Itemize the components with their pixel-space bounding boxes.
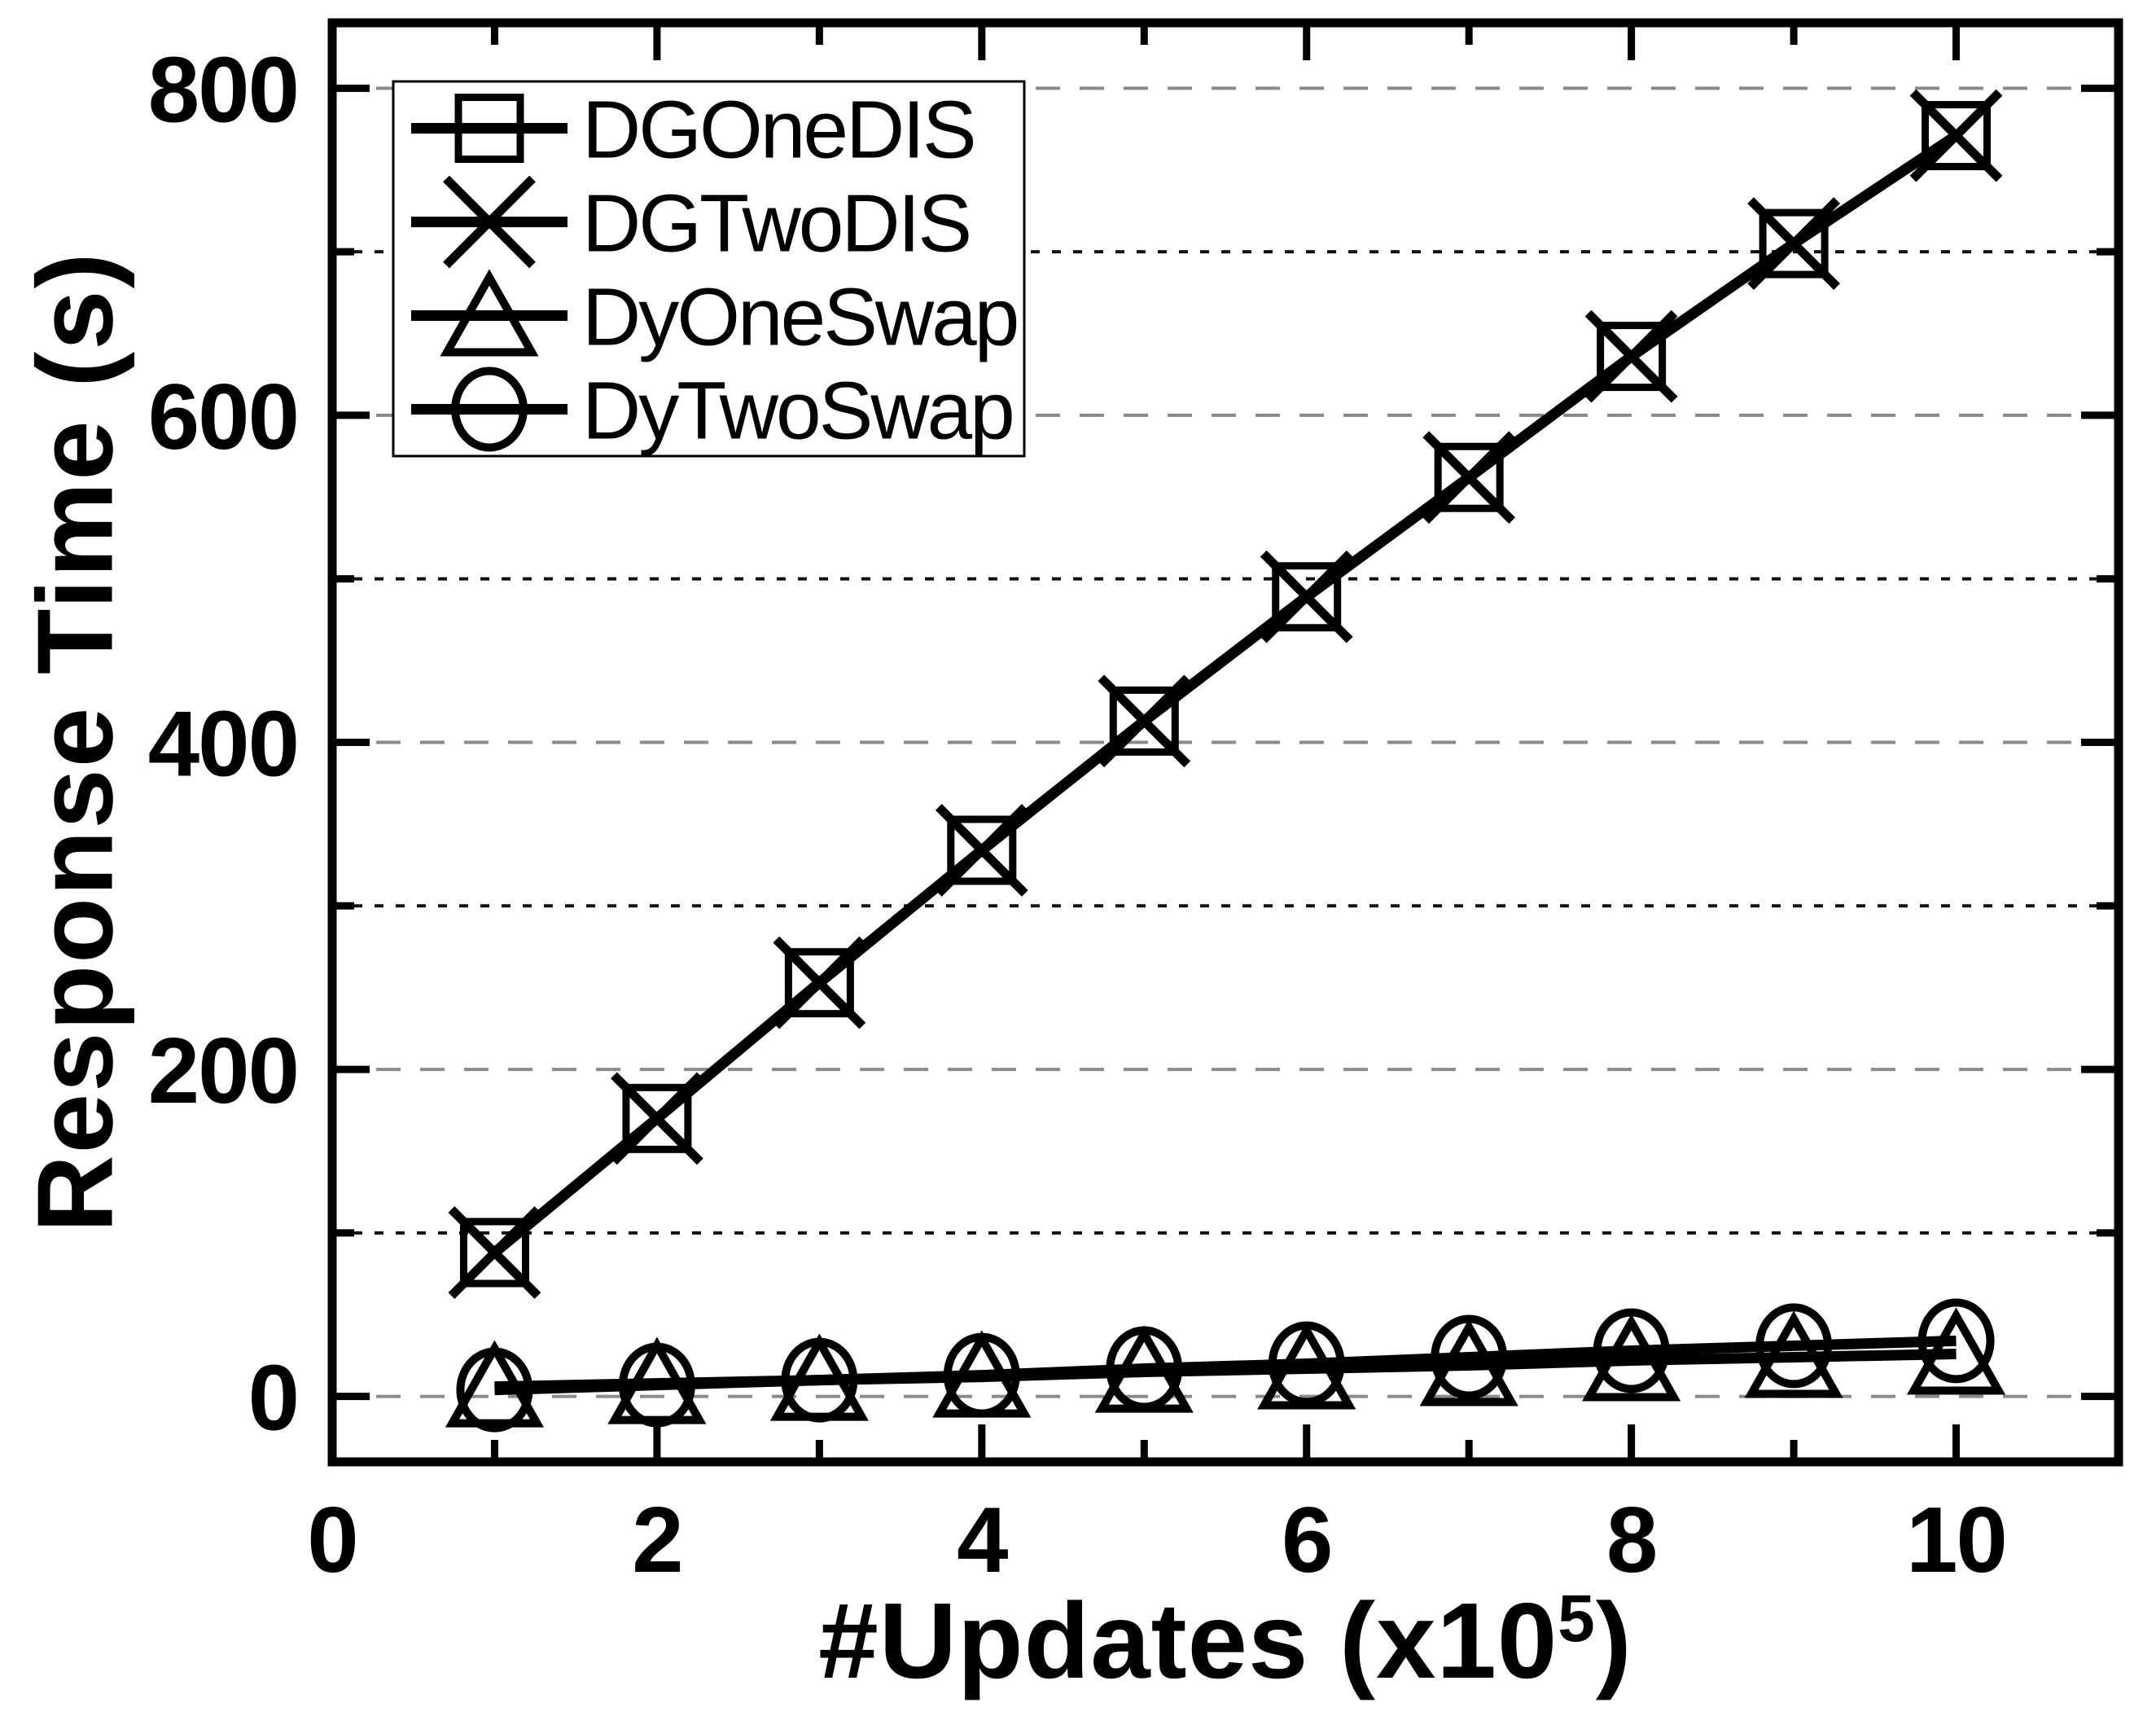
x-tick-label: 4	[957, 1489, 1008, 1592]
series-line-DyTwoSwap	[494, 1335, 1957, 1396]
marker-square-DGOneDIS	[1597, 322, 1667, 392]
marker-square-DGOneDIS	[622, 1083, 692, 1153]
marker-circle-DyTwoSwap	[456, 1347, 533, 1433]
x-axis-title-exponent: 5	[1558, 1582, 1596, 1656]
legend-marker-xcross-DGTwoDIS	[443, 175, 536, 269]
marker-square-DGOneDIS	[459, 1218, 529, 1288]
series-line-DGTwoDIS	[491, 131, 1960, 1257]
marker-circle-DyTwoSwap	[1431, 1314, 1508, 1400]
y-tick-label: 0	[248, 1347, 298, 1450]
x-tick-label: 0	[307, 1489, 357, 1592]
marker-xcross-DGTwoDIS	[1260, 550, 1353, 643]
marker-xcross-DGTwoDIS	[1584, 309, 1678, 403]
marker-xcross-DGTwoDIS	[1909, 89, 2003, 182]
marker-square-DGOneDIS	[1434, 442, 1504, 512]
y-tick-label: 800	[148, 38, 298, 142]
x-axis-title-text: #Updates (x10	[818, 1581, 1558, 1700]
marker-xcross-DGTwoDIS	[1747, 197, 1840, 290]
marker-circle-DyTwoSwap	[618, 1342, 695, 1428]
marker-circle-DyTwoSwap	[1917, 1298, 1995, 1384]
y-tick-label: 200	[148, 1020, 298, 1123]
marker-square-DGOneDIS	[1109, 686, 1179, 756]
x-tick-label: 2	[632, 1489, 681, 1592]
legend-label-DyTwoSwap: DyTwoSwap	[582, 366, 1013, 457]
y-tick-label: 400	[148, 693, 298, 796]
marker-circle-DyTwoSwap	[943, 1332, 1020, 1418]
x-tick-label: 6	[1282, 1489, 1331, 1592]
x-tick-label: 8	[1606, 1489, 1656, 1592]
legend-marker-square-DGOneDIS	[454, 94, 524, 163]
marker-square-DGOneDIS	[1922, 101, 1992, 171]
legend-label-DyOneSwap: DyOneSwap	[582, 272, 1017, 363]
legend-label-DGOneDIS: DGOneDIS	[582, 85, 975, 176]
marker-square-DGOneDIS	[947, 815, 1017, 885]
y-axis-title-text: Response Time (s)	[15, 251, 135, 1233]
y-axis-title: Response Time (s)	[14, 251, 137, 1232]
marker-triangle-DyOneSwap	[1744, 1310, 1843, 1398]
marker-triangle-DyOneSwap	[1906, 1307, 2006, 1395]
legend-marker-circle-DyTwoSwap	[451, 366, 528, 452]
marker-circle-DyTwoSwap	[1755, 1303, 1833, 1389]
marker-square-DGOneDIS	[1272, 562, 1342, 632]
x-axis-title: #Updates (x105)	[332, 1582, 2119, 1700]
marker-triangle-DyOneSwap	[1582, 1314, 1681, 1402]
x-axis-title-suffix: )	[1595, 1581, 1632, 1700]
marker-circle-DyTwoSwap	[781, 1337, 858, 1423]
marker-square-DGOneDIS	[1759, 208, 1829, 279]
marker-circle-DyTwoSwap	[1106, 1326, 1183, 1411]
marker-xcross-DGTwoDIS	[1098, 674, 1191, 768]
x-tick-label: 10	[1906, 1489, 2006, 1592]
marker-triangle-DyOneSwap	[1419, 1319, 1518, 1406]
legend-box	[392, 80, 1026, 458]
y-tick-label: 600	[148, 366, 298, 469]
legend-label-DGTwoDIS: DGTwoDIS	[582, 178, 970, 270]
marker-xcross-DGTwoDIS	[773, 936, 866, 1029]
marker-circle-DyTwoSwap	[1268, 1321, 1345, 1406]
marker-xcross-DGTwoDIS	[935, 804, 1028, 897]
marker-xcross-DGTwoDIS	[1422, 431, 1516, 524]
marker-xcross-DGTwoDIS	[611, 1072, 703, 1165]
marker-square-DGOneDIS	[784, 948, 854, 1018]
marker-circle-DyTwoSwap	[1593, 1308, 1670, 1393]
legend-marker-triangle-DyOneSwap	[440, 269, 539, 357]
marker-xcross-DGTwoDIS	[448, 1206, 541, 1299]
